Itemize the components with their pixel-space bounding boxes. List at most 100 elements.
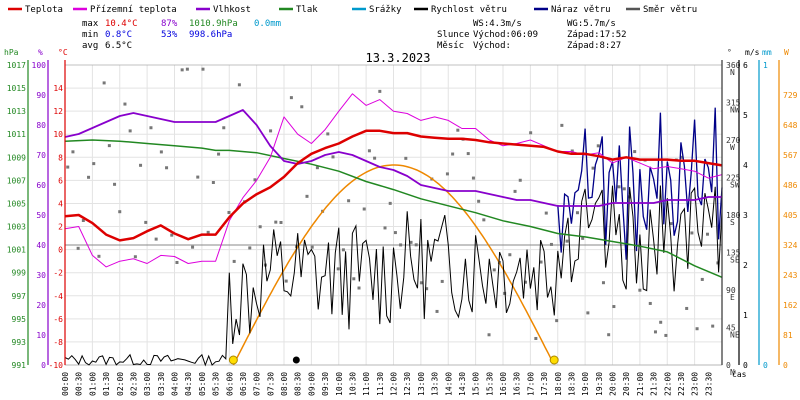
direction-mark — [570, 149, 574, 153]
direction-mark — [591, 166, 595, 170]
humidity-tick-label: 10 — [36, 331, 46, 340]
direction-mark — [206, 230, 210, 234]
direction-compass-label: SW — [730, 181, 740, 190]
direction-mark — [185, 67, 189, 71]
direction-mark — [373, 156, 377, 160]
x-tick-label: 07:30 — [266, 372, 275, 396]
x-tick-label: 20:00 — [609, 372, 618, 396]
x-tick-label: 09:00 — [307, 372, 316, 396]
direction-tick-label: 45 — [726, 324, 736, 333]
x-axis: 00:00 00:30 01:00 01:30 02:00 02:30 03:00 03:30… — [61, 369, 747, 396]
x-tick-label: 11:00 — [362, 372, 371, 396]
direction-mark — [414, 243, 418, 247]
legend-label: Vlhkost — [213, 5, 251, 15]
x-tick-label: 19:00 — [581, 372, 590, 396]
pressure-tick-label: 1009 — [7, 153, 26, 162]
direction-mark — [102, 81, 106, 85]
pressure-tick-label: 1005 — [7, 199, 26, 208]
direction-mark — [617, 185, 621, 189]
stats-min-temp: 0.8°C — [105, 30, 132, 40]
x-tick-label: 22:30 — [677, 372, 686, 396]
x-tick-label: 15:30 — [485, 372, 494, 396]
wind-speed-avg: WS:4.3m/s — [473, 19, 522, 29]
direction-mark — [409, 240, 413, 244]
direction-mark — [529, 131, 533, 135]
x-axis-label: čas — [732, 369, 747, 379]
x-tick-label: 21:30 — [650, 372, 659, 396]
direction-mark — [445, 172, 449, 176]
temperature-tick-label: -6 — [53, 315, 63, 324]
pressure-tick-label: 1001 — [7, 246, 26, 255]
humidity-tick-label: 100 — [32, 61, 47, 70]
direction-mark — [560, 123, 564, 127]
x-tick-label: 08:00 — [280, 372, 289, 396]
temperature-tick-label: 6 — [58, 176, 63, 185]
direction-mark — [222, 126, 226, 130]
direction-tick-label: 180 — [726, 211, 741, 220]
x-tick-label: 21:00 — [636, 372, 645, 396]
x-tick-label: 16:30 — [513, 372, 522, 396]
direction-mark — [149, 126, 153, 130]
wind-speed-line — [64, 185, 723, 367]
direction-mark — [165, 166, 169, 170]
x-tick-label: 07:00 — [253, 372, 262, 396]
direction-mark — [513, 189, 517, 193]
direction-mark — [92, 162, 96, 166]
wind-gust-max: WG:5.7m/s — [567, 19, 616, 29]
direction-tick-label: 360 — [726, 61, 741, 70]
direction-mark — [705, 232, 709, 236]
solar-curve — [232, 164, 555, 366]
direction-mark — [435, 309, 439, 313]
direction-mark — [367, 149, 371, 153]
direction-mark — [622, 187, 626, 191]
direction-mark — [425, 287, 429, 291]
rain-tick-label: 0 — [763, 361, 768, 370]
direction-mark — [66, 165, 70, 169]
x-tick-label: 13:00 — [417, 372, 426, 396]
direction-mark — [679, 155, 683, 159]
x-tick-label: 12:30 — [403, 372, 412, 396]
temperature-tick-label: 10 — [53, 130, 63, 139]
direction-mark — [607, 333, 611, 337]
x-tick-label: 17:30 — [540, 372, 549, 396]
pressure-tick-label: 1003 — [7, 223, 26, 232]
direction-mark — [466, 152, 470, 156]
direction-mark — [612, 305, 616, 309]
direction-mark — [159, 150, 163, 154]
x-tick-label: 17:00 — [526, 372, 535, 396]
pressure-tick-label: 995 — [12, 315, 27, 324]
direction-mark — [669, 222, 673, 226]
solar-series — [228, 164, 559, 366]
stats-min-hum: 53% — [161, 30, 178, 40]
direction-mark — [326, 132, 330, 136]
direction-mark — [518, 178, 522, 182]
direction-mark — [144, 220, 148, 224]
humidity-tick-label: 50 — [36, 211, 46, 220]
legend: Teplota Přízemní teplota Vlhkost Tlak Srážky… — [8, 5, 697, 15]
info-block: WS:4.3m/s WG:5.7m/s Slunce Východ:06:09 … — [437, 19, 627, 51]
wind_speed-tick-label: 6 — [743, 61, 748, 70]
direction-tick-label: 0 — [726, 361, 731, 370]
direction-mark — [534, 336, 538, 340]
direction-mark — [352, 277, 356, 281]
x-tick-label: 20:30 — [622, 372, 631, 396]
moon-rise: Východ: — [473, 41, 511, 51]
direction-mark — [690, 231, 694, 235]
direction-mark — [196, 175, 200, 179]
x-tick-label: 23:00 — [691, 372, 700, 396]
x-tick-label: 14:30 — [458, 372, 467, 396]
solar-tick-label: 243 — [783, 271, 798, 280]
direction-mark — [269, 129, 273, 133]
solar-tick-label: 81 — [783, 331, 793, 340]
direction-mark — [482, 218, 486, 222]
sun-marker — [549, 355, 559, 365]
axes: hPa9919939959979991001100310051007100910… — [4, 48, 798, 377]
rain-axis-unit: mm — [762, 48, 772, 57]
direction-mark — [404, 156, 408, 160]
legend-label: Srážky — [369, 5, 402, 15]
direction-mark — [399, 243, 403, 247]
x-tick-label: 08:30 — [294, 372, 303, 396]
direction-mark — [139, 163, 143, 167]
direction-mark — [118, 210, 122, 214]
